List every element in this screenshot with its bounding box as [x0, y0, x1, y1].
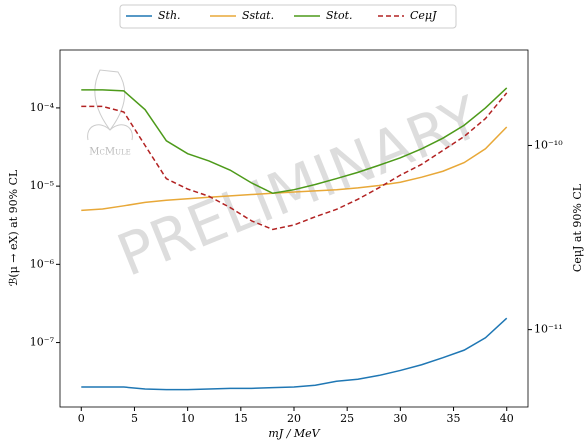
x-tick-label: 35 — [447, 412, 461, 425]
x-tick-label: 15 — [234, 412, 248, 425]
series-line — [81, 126, 508, 212]
x-tick-label: 10 — [181, 412, 195, 425]
y2-axis-label: CeμJ at 90% CL — [571, 183, 584, 272]
y-tick-label: 10⁻⁷ — [30, 336, 55, 349]
x-tick-label: 30 — [393, 412, 407, 425]
x-tick-label: 5 — [131, 412, 138, 425]
y2-tick-label: 10⁻¹¹ — [534, 323, 563, 336]
x-tick-label: 40 — [500, 412, 514, 425]
logo-shape — [87, 69, 133, 141]
y-tick-label: 10⁻⁶ — [30, 257, 55, 270]
x-tick-label: 25 — [340, 412, 354, 425]
y-tick-label: 10⁻⁵ — [30, 179, 54, 192]
legend-box — [119, 4, 457, 29]
logo-text: McMule — [89, 147, 131, 158]
watermark: PRELIMINARY — [108, 83, 490, 290]
x-axis-label: mJ / MeV — [268, 427, 320, 440]
series-line — [81, 92, 508, 231]
y-axis-label: ℬ(μ → eX) at 90% CL — [7, 169, 20, 286]
x-tick-label: 0 — [78, 412, 85, 425]
legend-label: Sstat. — [242, 9, 274, 22]
y2-tick-label: 10⁻¹⁰ — [534, 138, 563, 151]
series-line — [81, 87, 508, 195]
y-tick-label: 10⁻⁴ — [30, 101, 55, 114]
legend-label: Sth. — [158, 9, 181, 22]
legend-label: CeμJ — [410, 9, 437, 22]
x-tick-label: 20 — [287, 412, 301, 425]
legend-label: Stot. — [326, 9, 353, 22]
series-line — [81, 317, 508, 391]
